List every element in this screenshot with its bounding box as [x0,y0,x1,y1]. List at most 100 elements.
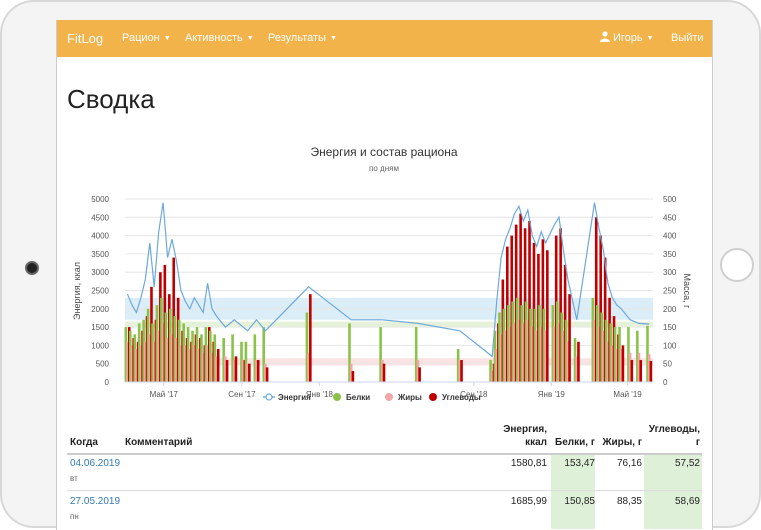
y-tick-label-right: 150 [663,323,677,332]
row-date-link[interactable]: 27.05.2019 [70,496,121,507]
col-header-energy[interactable]: Энергия, ккал [487,423,547,449]
fat-bar [264,363,267,382]
nav-menu-diet[interactable]: Рацион ▼ [122,20,171,57]
home-button[interactable] [720,248,754,282]
carbs-bar [265,367,269,382]
fat-bar [126,341,129,382]
col-header-when[interactable]: Когда [70,437,98,448]
row-weekday: пн [70,512,79,521]
logout-link[interactable]: Выйти [671,32,704,44]
fat-bar [381,360,384,382]
fat-bar [201,352,205,382]
row-energy: 1685,99 [510,496,547,507]
fat-bar [179,345,183,382]
x-tick-label: Сен '18 [460,390,488,399]
protein-bar [213,334,217,382]
fat-bar [495,349,498,382]
user-name: Игорь [613,32,643,44]
protein-bar [155,305,159,382]
protein-bar [609,323,612,382]
col-header-comment[interactable]: Комментарий [125,437,193,448]
carbs-column-highlight [644,455,702,529]
legend-marker [429,393,437,401]
carbs-bar [577,341,580,382]
fat-bar [175,338,178,382]
brand-link[interactable]: FitLog [67,31,104,46]
nav-menu-activity[interactable]: Активность ▼ [185,20,254,57]
fat-bar [513,323,516,382]
col-header-carbs-line1: Углеводы, [648,424,700,435]
fat-bar [349,363,353,382]
row-date-link[interactable]: 04.06.2019 [70,458,121,469]
row-fat: 88,35 [616,496,642,507]
protein-bar [600,312,604,382]
col-header-carbs[interactable]: Углеводы, г [644,423,700,449]
y-tick-label-right: 250 [663,287,677,296]
fat-bar [637,352,641,382]
y-tick-label-left: 1500 [91,323,109,332]
col-header-carbs-line2: г [695,437,700,448]
y-tick-label-right: 350 [663,250,677,259]
fat-bar [504,330,507,382]
row-energy: 1580,81 [510,458,547,469]
carbs-bar [460,360,463,382]
protein-bar [646,325,649,382]
fat-bar [553,327,556,382]
protein-bar [604,319,608,382]
carbs-bar [382,363,386,382]
protein-bar [489,360,492,382]
fat-bar [499,334,503,382]
plot-band [125,321,653,328]
nav-menu-results-label: Результаты [268,32,326,44]
protein-bar [128,330,132,382]
carbs-bar [528,220,531,382]
y-tick-label-left: 5000 [91,195,109,204]
protein-bar [240,341,243,382]
fat-bar [157,330,160,382]
protein-bar [618,327,621,382]
carbs-bar [546,250,549,382]
fat-bar [566,341,570,382]
x-tick-label: Янв '19 [538,390,566,399]
y-tick-label-left: 4000 [91,232,109,241]
fat-bar [522,323,525,382]
fat-bar [215,356,218,382]
y-tick-label-right: 100 [663,341,677,350]
fat-bar [557,323,561,382]
protein-bar [379,327,382,382]
protein-bar [520,305,523,382]
row-carbs: 57,52 [674,458,700,469]
legend-label: Углеводы [442,393,481,402]
x-tick-label: Сен '17 [228,390,256,399]
fat-bar [535,330,539,382]
fat-bar [458,360,462,382]
fat-bar [206,345,209,382]
nav-menu-diet-label: Рацион [122,32,160,44]
nav-menu-activity-label: Активность [185,32,243,44]
protein-bar [493,330,497,382]
y-axis-right-title: Масса, г [682,274,692,310]
fat-bar [161,323,165,382]
energy-chart: Энергия и состав рациона по дням Энергия… [72,145,692,402]
navbar: FitLog Рацион ▼ Активность ▼ Результаты ▼ И… [57,20,712,57]
protein-bar [498,312,501,382]
chart-container: Энергия и состав рациона по дням Энергия… [57,135,712,415]
protein-bar [348,323,351,382]
nav-menu-results[interactable]: Результаты ▼ [268,20,337,57]
protein-bar [191,330,194,382]
row-carbs: 58,69 [674,496,700,507]
user-menu[interactable]: Игорь ▼ [600,20,654,57]
fat-bar [575,356,579,382]
protein-bar [222,338,225,382]
protein-bar [124,327,128,382]
col-header-protein[interactable]: Белки, г [555,437,595,448]
col-header-fat[interactable]: Жиры, г [602,437,642,448]
fat-bar [539,327,543,382]
legend-label: Энергия [278,393,311,402]
carbs-bar [418,367,421,382]
protein-bar [169,308,172,382]
row-protein: 153,47 [564,458,595,469]
protein-bar [209,330,212,382]
protein-bar [253,334,257,382]
protein-bar [555,301,559,382]
